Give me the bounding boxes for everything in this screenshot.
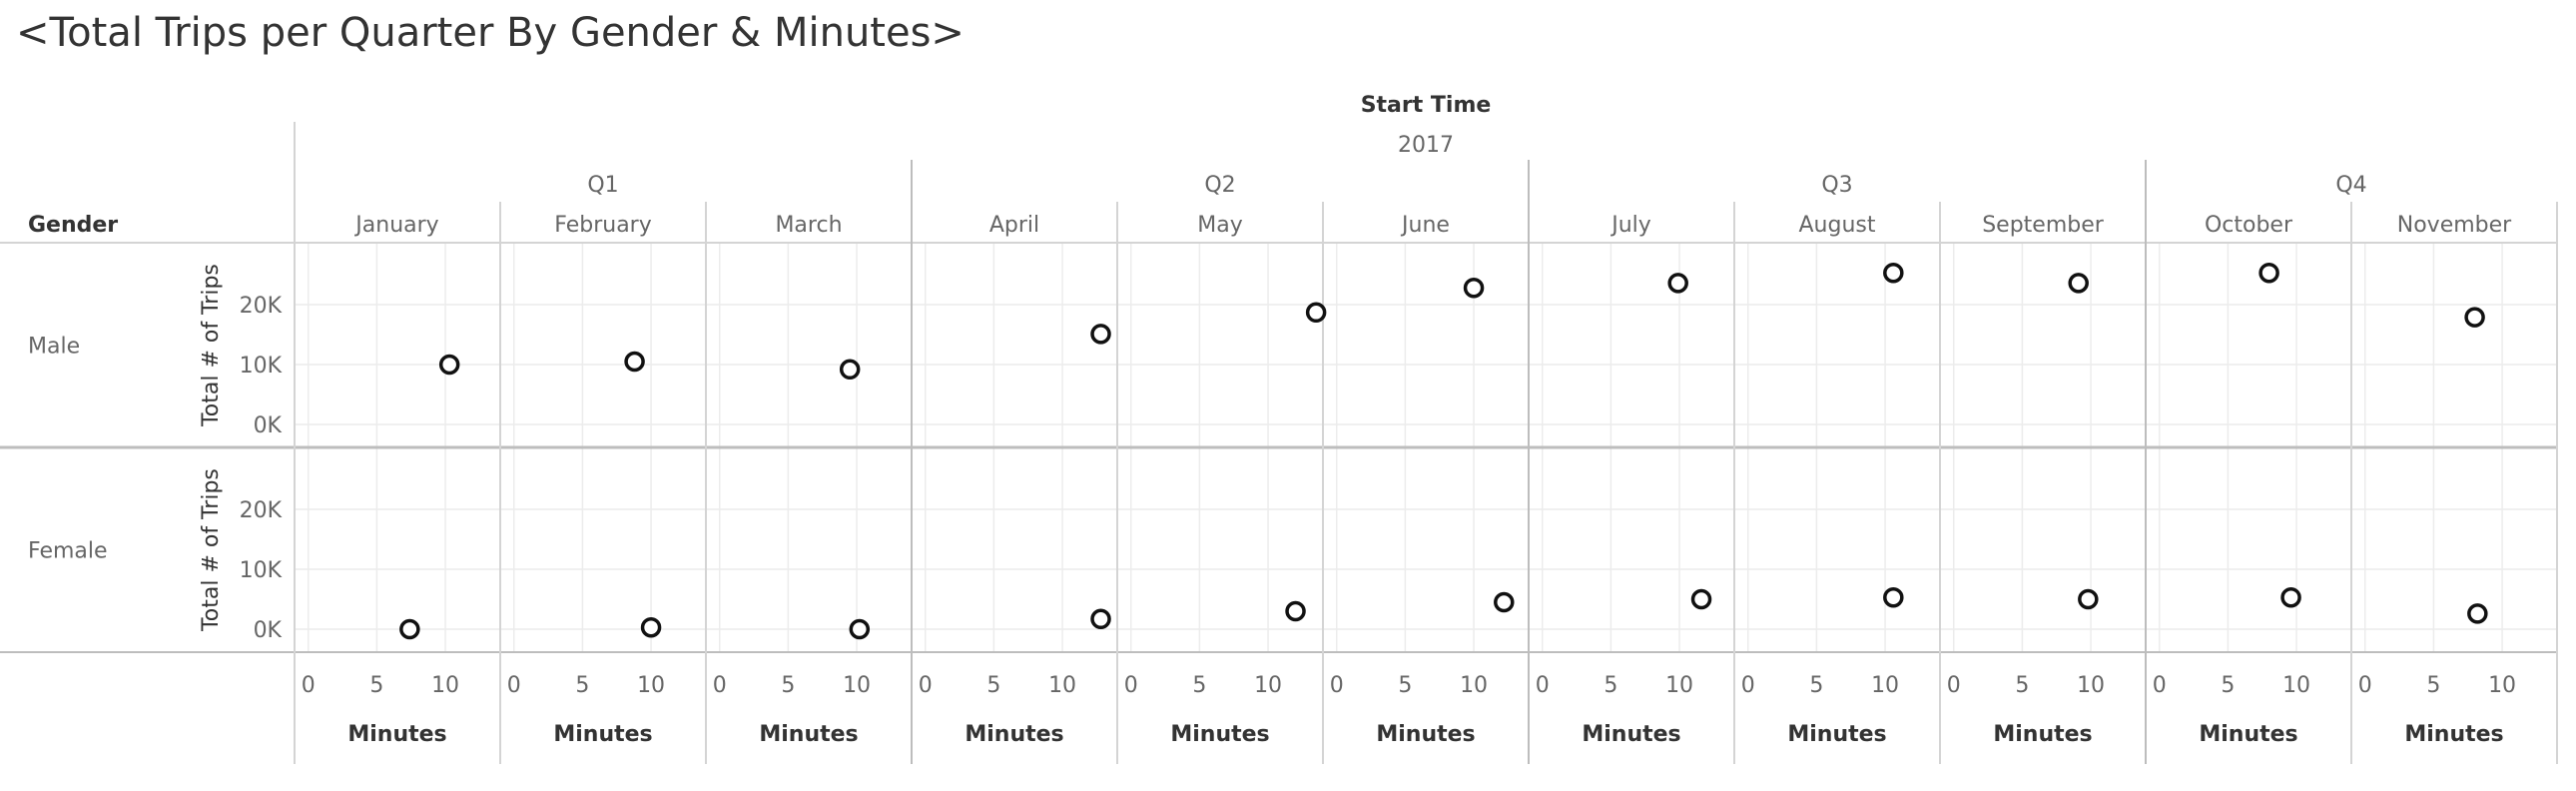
data-point-female[interactable]: [640, 616, 662, 638]
gender-label: Female: [28, 539, 108, 564]
x-tick-label: 0: [1536, 673, 1550, 698]
x-tick-label: 10: [637, 673, 665, 698]
data-point-male[interactable]: [839, 359, 861, 381]
y-axis-title: Total # of Trips: [199, 468, 224, 632]
x-axis-title: Minutes: [1582, 722, 1680, 747]
month-label: June: [1400, 213, 1450, 238]
y-tick-label: 20K: [240, 498, 283, 523]
month-label: March: [775, 213, 842, 238]
x-axis-title: Minutes: [759, 722, 858, 747]
x-axis-title: Minutes: [1170, 722, 1269, 747]
data-point-female[interactable]: [1883, 586, 1904, 608]
x-tick-label: 10: [1460, 673, 1488, 698]
data-point-male[interactable]: [1463, 277, 1485, 299]
y-tick-label: 0K: [254, 413, 283, 438]
data-point-male[interactable]: [1883, 262, 1904, 284]
x-tick-label: 0: [2153, 673, 2167, 698]
label-layer: Start Time 2017 Q1 Q2 Q3 Q4 January February Mar…: [28, 93, 2516, 747]
data-point-female[interactable]: [1494, 591, 1515, 613]
y-tick-label: 0K: [254, 618, 283, 643]
y-tick-label: 10K: [240, 558, 283, 583]
x-tick-label: 5: [1398, 673, 1412, 698]
month-label: May: [1197, 213, 1242, 238]
month-label: November: [2397, 213, 2512, 238]
data-point-male[interactable]: [1090, 324, 1111, 345]
data-point-female[interactable]: [2280, 586, 2301, 608]
x-tick-label: 5: [2221, 673, 2235, 698]
x-tick-label: 0: [713, 673, 727, 698]
mark-layer: [399, 262, 2488, 640]
x-axis-title: Minutes: [2199, 722, 2297, 747]
month-label: August: [1799, 213, 1876, 238]
x-tick-label: 5: [575, 673, 589, 698]
month-label: September: [1982, 213, 2105, 238]
x-tick-label: 10: [1254, 673, 1282, 698]
x-axis-title: Minutes: [2404, 722, 2503, 747]
data-point-male[interactable]: [2464, 307, 2485, 328]
row-header-label: Gender: [28, 213, 118, 238]
data-point-female[interactable]: [2078, 588, 2099, 610]
data-point-male[interactable]: [1667, 273, 1688, 294]
quarter-label: Q3: [1821, 173, 1852, 198]
x-tick-label: 0: [507, 673, 521, 698]
x-tick-label: 5: [1192, 673, 1206, 698]
x-tick-label: 5: [1809, 673, 1823, 698]
x-tick-label: 5: [2426, 673, 2440, 698]
quarter-label: Q2: [1204, 173, 1235, 198]
column-header-label: Start Time: [1361, 93, 1492, 118]
x-axis-title: Minutes: [1376, 722, 1475, 747]
quarter-label: Q4: [2335, 173, 2366, 198]
x-axis-title: Minutes: [553, 722, 652, 747]
x-axis-title: Minutes: [1787, 722, 1886, 747]
data-point-male[interactable]: [2258, 262, 2279, 284]
x-tick-label: 5: [369, 673, 383, 698]
x-tick-label: 0: [919, 673, 933, 698]
month-label: January: [353, 213, 438, 238]
month-label: July: [1610, 213, 1651, 238]
x-tick-label: 10: [431, 673, 459, 698]
x-tick-label: 5: [1604, 673, 1617, 698]
quarter-label: Q1: [587, 173, 618, 198]
data-point-female[interactable]: [399, 618, 420, 640]
data-point-female[interactable]: [2467, 603, 2488, 624]
y-tick-label: 20K: [240, 294, 283, 319]
x-tick-label: 10: [1665, 673, 1693, 698]
x-tick-label: 10: [2282, 673, 2310, 698]
x-tick-label: 10: [1048, 673, 1076, 698]
x-tick-label: 0: [302, 673, 316, 698]
frame-layer: [0, 122, 2558, 764]
x-tick-label: 5: [986, 673, 1000, 698]
x-tick-label: 0: [1741, 673, 1755, 698]
data-point-male[interactable]: [1305, 302, 1327, 324]
x-tick-label: 0: [1947, 673, 1961, 698]
x-tick-label: 0: [1124, 673, 1138, 698]
x-tick-label: 10: [2077, 673, 2105, 698]
x-tick-label: 5: [2015, 673, 2029, 698]
x-tick-label: 10: [2488, 673, 2516, 698]
data-point-female[interactable]: [849, 618, 871, 640]
month-label: April: [989, 213, 1039, 238]
data-point-male[interactable]: [624, 351, 645, 373]
chart-title: <Total Trips per Quarter By Gender & Min…: [16, 10, 965, 56]
y-axis-title: Total # of Trips: [199, 264, 224, 427]
data-point-male[interactable]: [2068, 273, 2089, 294]
month-label: February: [554, 213, 652, 238]
x-tick-label: 0: [1330, 673, 1344, 698]
x-axis-title: Minutes: [347, 722, 446, 747]
data-point-female[interactable]: [1285, 600, 1306, 622]
data-point-male[interactable]: [438, 354, 460, 376]
x-tick-label: 5: [781, 673, 795, 698]
gender-label: Male: [28, 335, 80, 360]
y-tick-label: 10K: [240, 354, 283, 379]
x-tick-label: 10: [843, 673, 871, 698]
x-tick-label: 0: [2358, 673, 2372, 698]
x-axis-title: Minutes: [965, 722, 1063, 747]
month-label: October: [2205, 213, 2293, 238]
data-point-female[interactable]: [1090, 608, 1111, 630]
x-tick-label: 10: [1871, 673, 1899, 698]
year-label: 2017: [1398, 133, 1454, 158]
data-point-female[interactable]: [1690, 588, 1712, 610]
x-axis-title: Minutes: [1993, 722, 2092, 747]
